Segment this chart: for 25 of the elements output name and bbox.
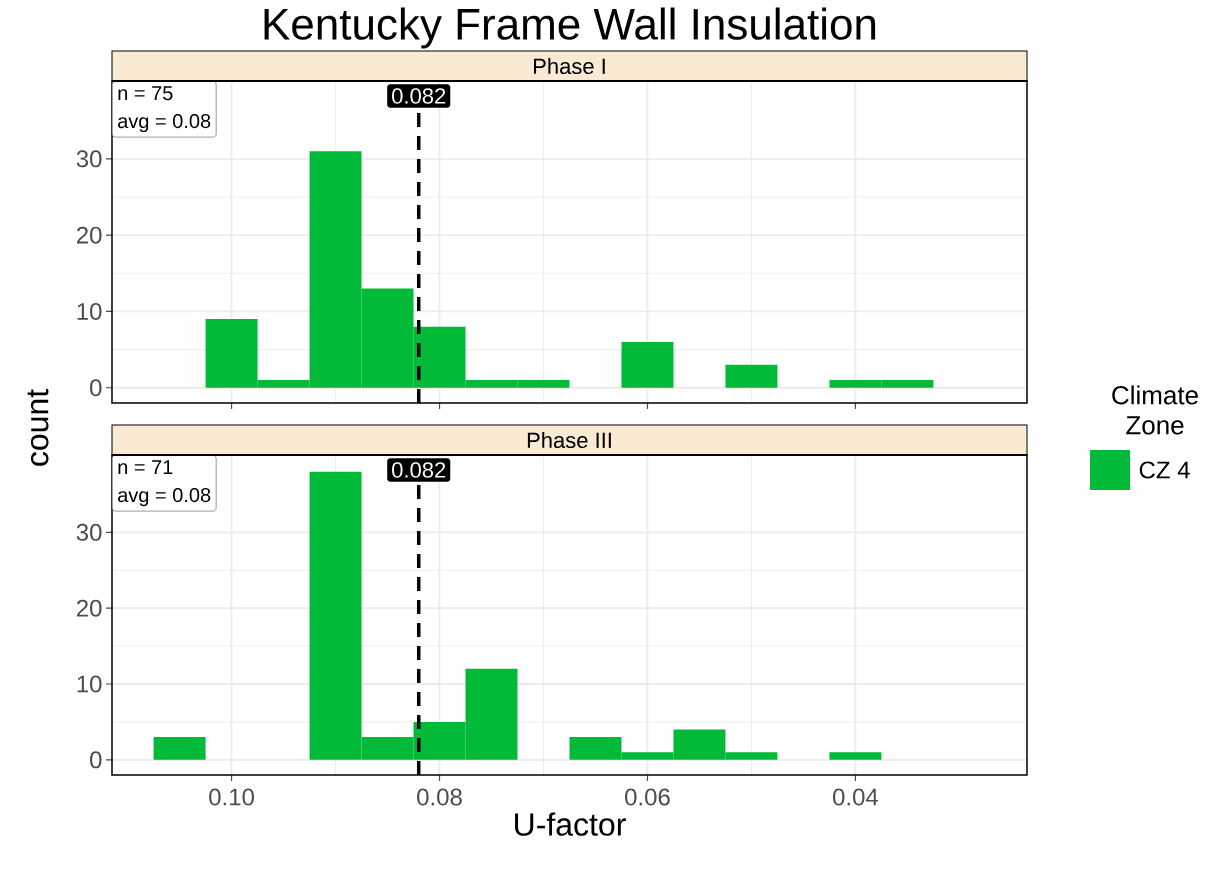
chart-subtitle: Phase I [534, 57, 605, 75]
annotation: avg = 0.08 [118, 488, 211, 507]
legend-label: CZ 4 [1139, 461, 1190, 479]
y-axis-title: count [27, 389, 49, 466]
x-tick-label: 0.08 [417, 788, 462, 806]
y-tick-label: 0 [90, 379, 102, 397]
annotation: avg = 0.08 [118, 114, 211, 133]
x-axis-title: U-factor [515, 812, 626, 836]
annotation: n = 75 [118, 86, 173, 101]
x-tick-label: 0.04 [833, 788, 879, 806]
ref-line-label: 0.082 [392, 88, 446, 104]
chart-subtitle: Phase III [527, 431, 611, 449]
x-tick-label: 0.06 [625, 788, 670, 806]
y-tick-label: 20 [76, 226, 102, 244]
y-tick-label: 10 [77, 675, 102, 693]
y-tick-label: 10 [77, 302, 102, 320]
y-tick-label: 30 [76, 523, 102, 541]
y-tick-label: 20 [76, 599, 102, 617]
ref-line-label: 0.082 [392, 462, 446, 478]
y-tick-label: 30 [76, 150, 102, 168]
x-tick-label: 0.10 [209, 788, 254, 806]
annotation: n = 71 [118, 460, 173, 474]
legend-title: Climate Zone [1112, 385, 1198, 435]
y-tick-label: 0 [90, 751, 102, 769]
chart-title: Kentucky Frame Wall Insulation [264, 7, 876, 49]
